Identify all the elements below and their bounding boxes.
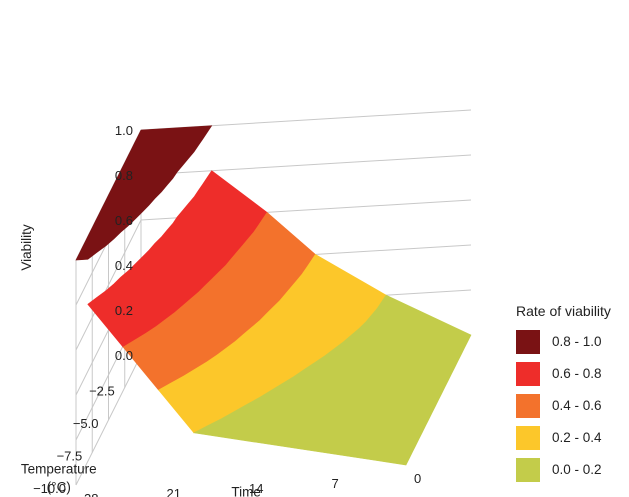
legend-swatch xyxy=(516,426,540,450)
temperature-axis-title: Temperature xyxy=(21,462,97,477)
time-axis-title: Time xyxy=(231,484,261,497)
z-tick-label: 0.2 xyxy=(115,303,133,318)
temperature-tick-label: −5.0 xyxy=(73,416,99,431)
time-tick-label: 0 xyxy=(414,471,421,486)
z-tick-label: 0.0 xyxy=(115,348,133,363)
temperature-tick-label: −7.5 xyxy=(57,449,83,464)
legend-title: Rate of viability xyxy=(516,303,611,319)
legend-swatch xyxy=(516,362,540,386)
z-axis-title: Viability xyxy=(19,224,34,271)
time-tick-label: 14 xyxy=(249,481,263,496)
legend-swatch xyxy=(516,330,540,354)
legend-swatch xyxy=(516,458,540,482)
temperature-tick-label: −2.5 xyxy=(89,384,115,399)
back-wall-grid-line xyxy=(140,154,472,176)
z-tick-label: 0.6 xyxy=(115,213,133,228)
temperature-tick-label: −10.0 xyxy=(33,481,66,496)
surface-layer xyxy=(75,125,472,466)
temperature-axis-unit: (°C) xyxy=(47,480,71,495)
time-tick-label: 7 xyxy=(332,476,339,491)
legend-label: 0.4 - 0.6 xyxy=(552,398,602,413)
z-tick-label: 1.0 xyxy=(115,123,133,138)
legend-swatch xyxy=(516,394,540,418)
z-tick-label: 0.4 xyxy=(115,258,133,273)
time-tick-label: 21 xyxy=(167,486,181,497)
legend-label: 0.8 - 1.0 xyxy=(552,334,602,349)
legend-label: 0.2 - 0.4 xyxy=(552,430,602,445)
legend-label: 0.0 - 0.2 xyxy=(552,462,602,477)
band-0.0-0.2 xyxy=(192,294,472,466)
z-tick-label: 0.8 xyxy=(115,168,133,183)
time-tick-label: 28 xyxy=(84,491,98,497)
legend-label: 0.6 - 0.8 xyxy=(552,366,602,381)
band-0.8-1.0 xyxy=(75,125,213,261)
